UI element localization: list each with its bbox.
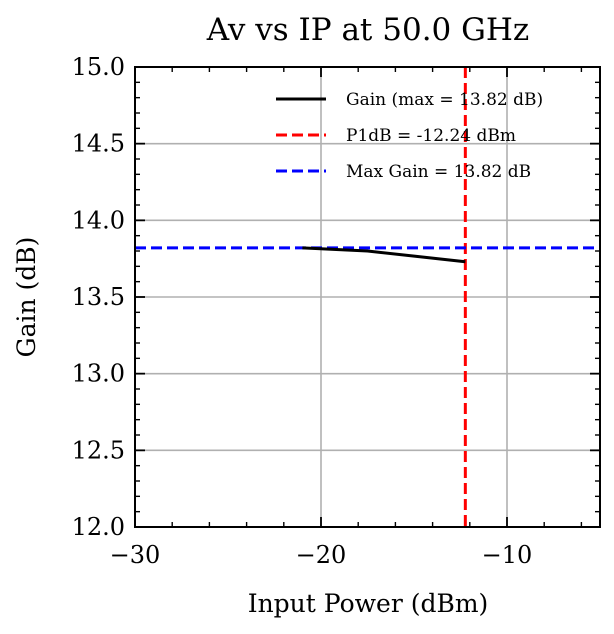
legend-label: P1dB = -12.24 dBm xyxy=(346,126,516,146)
y-tick-label: 13.0 xyxy=(72,360,125,388)
y-tick-label: 12.5 xyxy=(72,436,125,464)
plot-area xyxy=(135,67,600,527)
legend: Gain (max = 13.82 dB) P1dB = -12.24 dBm Ma… xyxy=(276,90,543,182)
x-tick-label: −20 xyxy=(296,541,347,569)
axes: −30 −20 −10 12.0 12.5 13.0 13.5 14.0 14.5 15.0 xyxy=(72,53,601,569)
x-axis-label: Input Power (dBm) xyxy=(248,589,489,618)
y-tick-label: 12.0 xyxy=(72,513,125,541)
legend-label: Gain (max = 13.82 dB) xyxy=(346,90,543,110)
chart-title: Av vs IP at 50.0 GHz xyxy=(206,12,530,48)
x-tick-label: −30 xyxy=(110,541,161,569)
x-tick-label: −10 xyxy=(482,541,533,569)
y-tick-label: 15.0 xyxy=(72,53,125,81)
gain-series-line xyxy=(302,246,466,264)
y-axis-label: Gain (dB) xyxy=(12,237,41,358)
y-tick-label: 14.0 xyxy=(72,206,125,234)
y-tick-label: 14.5 xyxy=(72,130,125,158)
legend-label: Max Gain = 13.82 dB xyxy=(346,162,531,182)
y-tick-label: 13.5 xyxy=(72,283,125,311)
